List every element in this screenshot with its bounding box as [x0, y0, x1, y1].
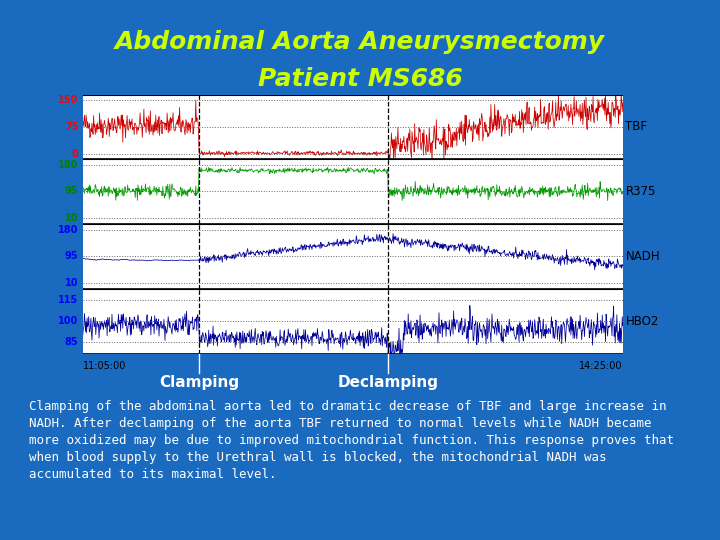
Text: TBF: TBF	[626, 120, 647, 133]
Text: Declamping: Declamping	[338, 375, 438, 390]
Text: 150: 150	[58, 95, 78, 105]
Text: 75: 75	[65, 122, 78, 132]
Text: Clamping: Clamping	[159, 375, 239, 390]
Text: 11:05:00: 11:05:00	[83, 361, 126, 372]
Text: 100: 100	[58, 316, 78, 326]
Text: 0: 0	[72, 149, 78, 159]
Text: 95: 95	[65, 251, 78, 261]
Text: 180: 180	[58, 160, 78, 170]
Text: Clamping of the abdominal aorta led to dramatic decrease of TBF and large increa: Clamping of the abdominal aorta led to d…	[29, 400, 674, 481]
Text: Abdominal Aorta Aneurysmectomy: Abdominal Aorta Aneurysmectomy	[115, 30, 605, 53]
Text: HBO2: HBO2	[626, 315, 659, 328]
Text: Patient MS686: Patient MS686	[258, 68, 462, 91]
Text: R375: R375	[626, 185, 656, 198]
Text: NADH: NADH	[626, 250, 660, 263]
Text: 115: 115	[58, 295, 78, 305]
Text: 85: 85	[65, 338, 78, 347]
Text: 10: 10	[65, 213, 78, 223]
Text: 95: 95	[65, 186, 78, 197]
Text: 180: 180	[58, 225, 78, 235]
Text: 14:25:00: 14:25:00	[580, 361, 623, 372]
Text: 10: 10	[65, 278, 78, 288]
